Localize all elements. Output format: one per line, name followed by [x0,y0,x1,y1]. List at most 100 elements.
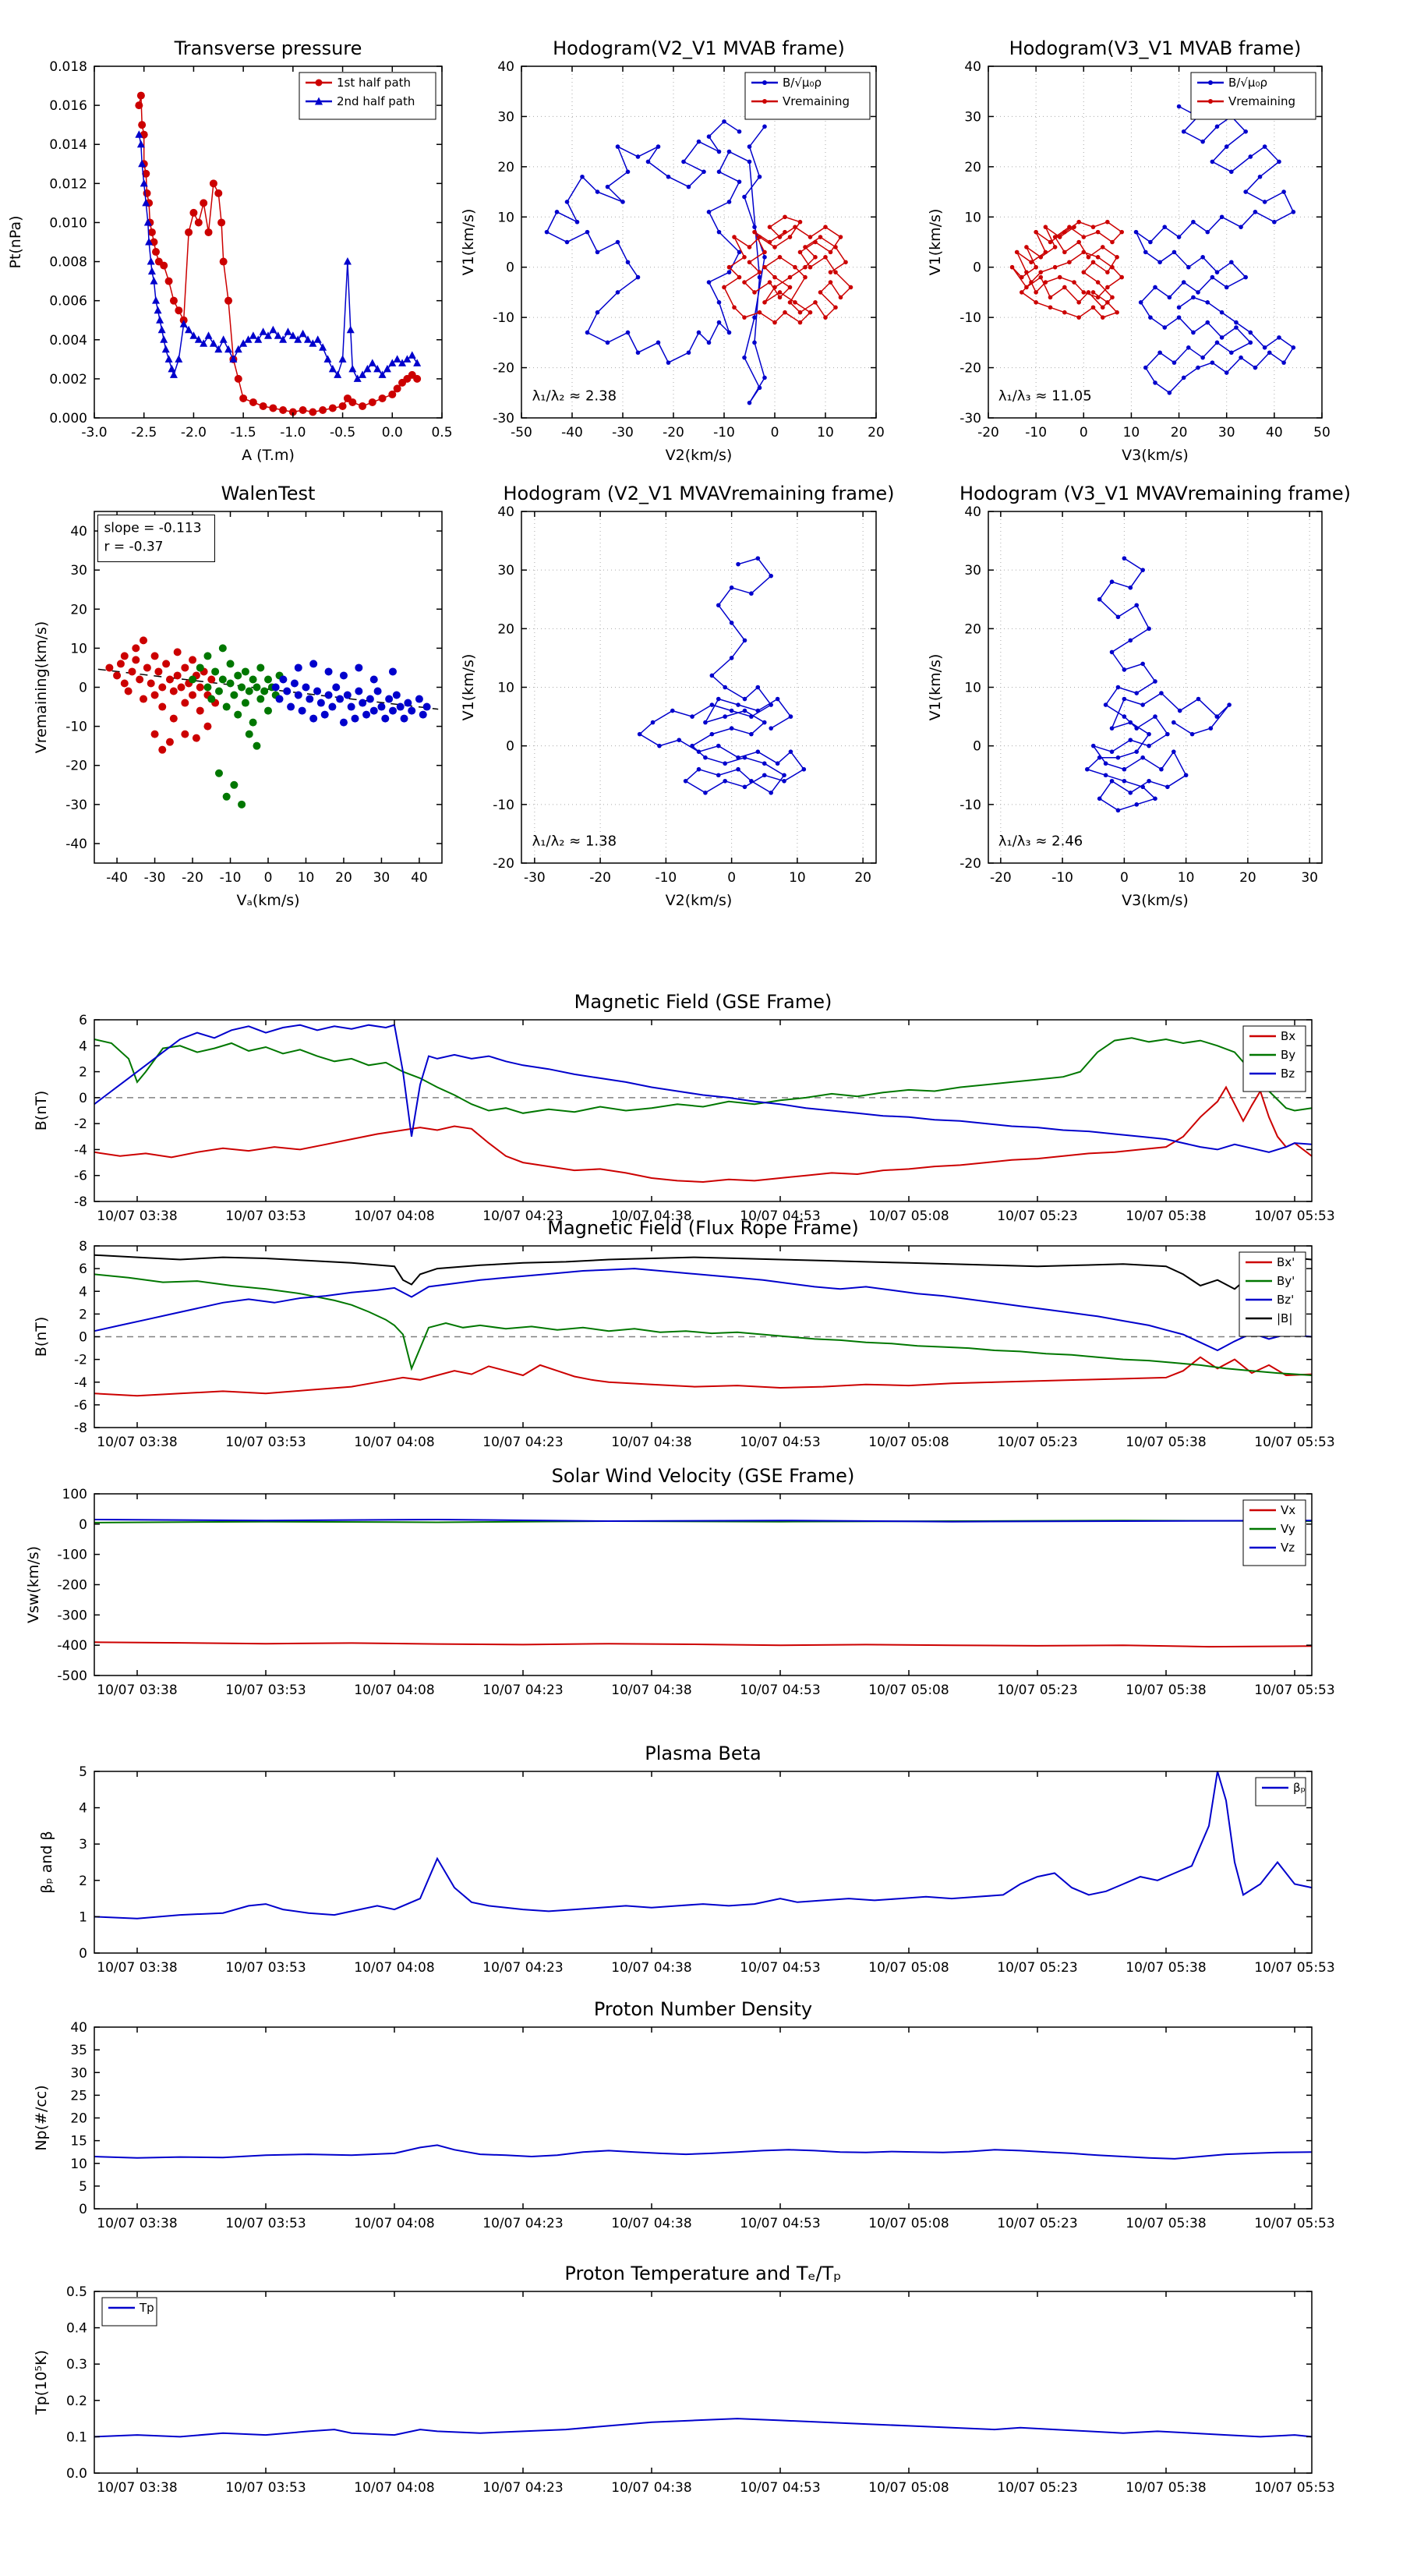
y-tick-label: -100 [57,1548,87,1563]
panel-title: Transverse pressure [174,37,362,59]
x-tick-label: 10/07 05:53 [1254,1960,1334,1976]
y-tick-label: 0.3 [66,2357,87,2373]
panel-title: Hodogram(V3_V1 MVAB frame) [1009,37,1302,59]
y-tick-label: 0.2 [66,2394,87,2409]
legend-label: B/√μ₀ρ [783,76,822,90]
y-axis-label: V1(km/s) [460,654,477,721]
legend-label: Vremaining [783,94,850,108]
y-tick-label: 0 [79,1946,87,1962]
y-tick-label: 40 [964,59,981,75]
x-tick-label: 10/07 04:53 [740,1435,820,1450]
y-tick-label: 0.1 [66,2429,87,2445]
legend-label: Vx [1281,1503,1295,1517]
legend-label: Bz [1281,1067,1295,1081]
panel-hodogram-v3v1-mvab: -20 -10 0 10 20 30 40 50-30-20-10010203040Hodog… [927,37,1331,464]
y-tick-label: 0 [79,1330,87,1346]
panel-title: Hodogram (V2_V1 MVAVremaining frame) [503,483,894,504]
x-tick-label: -2.0 [181,425,207,441]
y-tick-label: 0.004 [49,333,87,349]
x-tick-label: -10 [713,425,735,441]
x-axis-label: A (T.m) [242,447,295,464]
x-tick-label: 10/07 04:38 [611,1208,691,1224]
y-tick-label: 30 [70,563,87,579]
y-tick-label: 20 [964,621,981,637]
annotation-box [97,515,215,563]
x-tick-label: 10/07 05:38 [1126,2216,1206,2231]
x-tick-label: 10/07 04:38 [611,2480,691,2496]
x-tick-label: -10 [1051,870,1073,886]
x-tick-label: -10 [1025,425,1047,441]
x-tick-label: -50 [511,425,532,441]
x-tick-label: 10 [1123,425,1140,441]
y-tick-label: -2 [74,1116,87,1132]
y-tick-label: -30 [65,798,87,813]
x-tick-label: -3.0 [81,425,107,441]
x-tick-label: 10/07 04:53 [740,1683,820,1698]
y-tick-label: -20 [959,361,981,377]
y-tick-label: 0.018 [49,59,87,75]
y-tick-label: -20 [959,856,981,872]
x-tick-label: 10/07 05:53 [1254,2216,1334,2231]
x-tick-label: -40 [561,425,583,441]
x-tick-label: 10/07 04:08 [354,1435,434,1450]
x-tick-label: 10/07 04:08 [354,2480,434,2496]
x-tick-label: 10 [298,870,315,886]
x-tick-label: 20 [335,870,352,886]
panel-title: Solar Wind Velocity (GSE Frame) [552,1465,855,1487]
y-tick-label: -10 [65,720,87,735]
x-tick-label: 10/07 05:08 [868,1435,949,1450]
y-tick-label: -20 [493,361,514,377]
x-tick-label: 10/07 04:23 [482,2480,563,2496]
series-fit [97,668,439,710]
y-tick-label: -10 [959,310,981,326]
y-axis-label: Vsw(km/s) [25,1546,42,1623]
x-tick-label: 10/07 04:53 [740,1960,820,1976]
x-tick-label: 0 [1120,870,1129,886]
y-tick-label: 4 [79,1284,87,1300]
y-tick-label: 40 [70,2020,87,2036]
x-tick-label: 10/07 03:38 [97,2216,177,2231]
y-tick-label: 40 [70,524,87,540]
legend-box [1190,72,1316,120]
x-tick-label: 10/07 05:23 [997,2216,1077,2231]
panel-title: Hodogram (V3_V1 MVAVremaining frame) [959,483,1351,504]
y-tick-label: 0.012 [49,176,87,192]
x-tick-label: 20 [868,425,885,441]
panel-hodogram-v2v1-mvab: -50 -40 -30 -20 -10 0 10 20 -30 -20 -10 0 10 20 30 40 Ho… [460,37,885,464]
legend-box [1239,1251,1306,1337]
legend-label: Bx' [1277,1255,1295,1269]
y-tick-label: 20 [70,2111,87,2127]
x-tick-label: 10/07 04:38 [611,1960,691,1976]
annotation-text: λ₁/λ₂ ≈ 2.38 [532,387,617,404]
x-tick-label: 10/07 04:08 [354,1208,434,1224]
series-By [94,1037,1313,1114]
x-tick-label: 0 [264,870,273,886]
x-tick-label: -10 [655,870,677,886]
y-tick-label: 10 [964,681,981,696]
legend-label: Vremaining [1228,94,1295,108]
y-tick-label: 0 [79,1091,87,1106]
y-tick-label: 0.5 [66,2284,87,2300]
panel-walen-test: -40 -30 -20 -10 0 10 20 30 40 -40 -30 -20 -10 0 10 20 30… [33,483,443,909]
x-tick-label: 10/07 05:23 [997,1435,1077,1450]
y-axis-label: V1(km/s) [927,654,944,721]
x-axis-label: V3(km/s) [1122,447,1189,464]
y-tick-label: -8 [74,1194,87,1210]
y-tick-label: 4 [79,1039,87,1054]
x-tick-label: 10/07 05:23 [997,1960,1077,1976]
x-tick-label: 10/07 05:53 [1254,1435,1334,1450]
series-|B| [94,1254,1313,1290]
x-tick-label: 0 [727,870,736,886]
y-axis-label: Vremaining(km/s) [33,621,50,754]
annotation-text: λ₁/λ₃ ≈ 2.46 [998,833,1083,849]
y-tick-label: -10 [493,798,514,813]
y-tick-label: 8 [79,1239,87,1254]
x-tick-label: 10/07 03:53 [225,2216,306,2231]
y-tick-label: 20 [497,160,514,175]
panel-magnetic-field-gse: 10/07 03:38 10/07 03:53 10/07 04:08 10/07 0… [33,991,1335,1224]
y-tick-label: 20 [964,160,981,175]
y-tick-label: 0 [973,739,981,755]
y-tick-label: 0.006 [49,294,87,310]
axes-frame [94,1019,1313,1202]
x-tick-label: 10/07 04:38 [611,1683,691,1698]
